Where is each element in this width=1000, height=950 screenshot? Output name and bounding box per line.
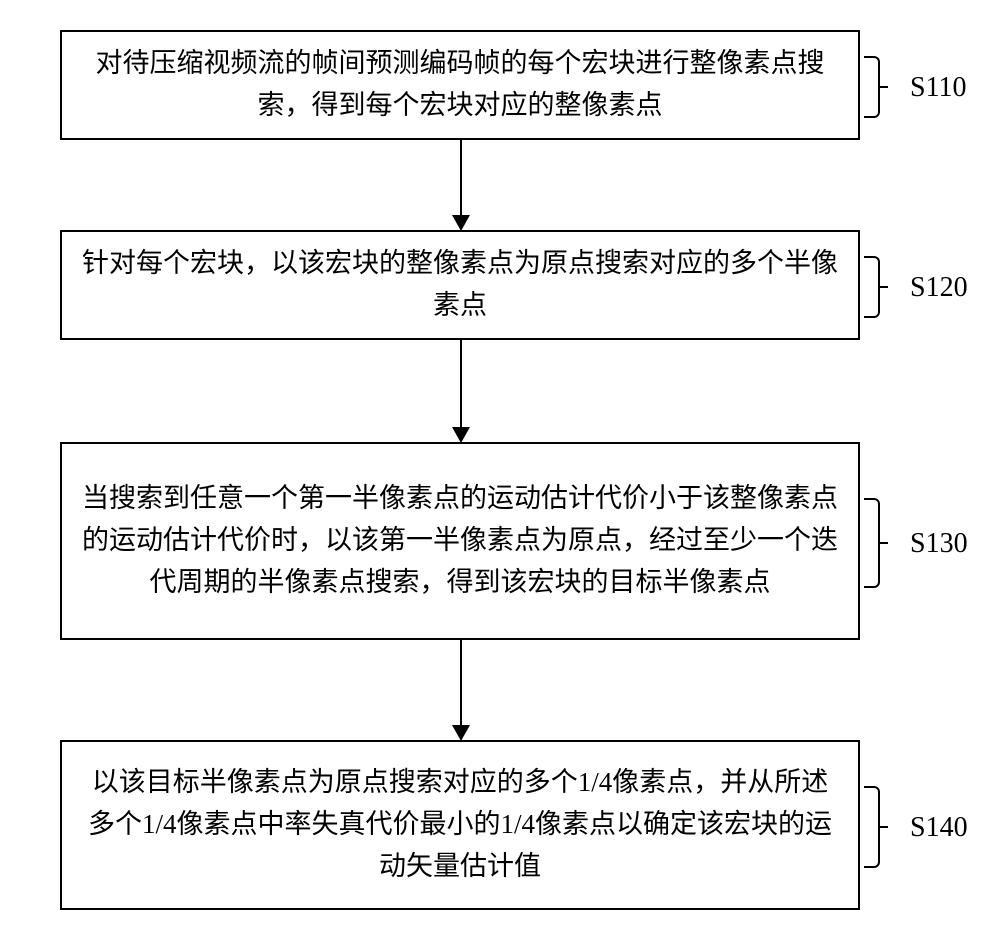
arrow-down-icon (452, 427, 470, 443)
flow-step-s120: 针对每个宏块，以该宏块的整像素点为原点搜索对应的多个半像素点 (60, 230, 860, 340)
flow-step-s130: 当搜索到任意一个第一半像素点的运动估计代价小于该整像素点的运动估计代价时，以该第… (60, 442, 860, 640)
flow-step-text: 当搜索到任意一个第一半像素点的运动估计代价小于该整像素点的运动估计代价时，以该第… (80, 478, 840, 604)
arrow-line (460, 140, 462, 216)
arrow-down-icon (452, 725, 470, 741)
step-label-s110: S110 (910, 72, 967, 104)
flow-step-text: 针对每个宏块，以该宏块的整像素点为原点搜索对应的多个半像素点 (80, 243, 840, 327)
step-label-s140: S140 (910, 812, 968, 844)
flow-step-s140: 以该目标半像素点为原点搜索对应的多个1/4像素点，并从所述多个1/4像素点中率失… (60, 740, 860, 910)
step-label-s120: S120 (910, 272, 968, 304)
arrow-line (460, 640, 462, 726)
flow-step-text: 对待压缩视频流的帧间预测编码帧的每个宏块进行整像素点搜索，得到每个宏块对应的整像… (80, 43, 840, 127)
flow-step-s110: 对待压缩视频流的帧间预测编码帧的每个宏块进行整像素点搜索，得到每个宏块对应的整像… (60, 30, 860, 140)
connector-s110-s120 (460, 140, 462, 230)
flow-step-text: 以该目标半像素点为原点搜索对应的多个1/4像素点，并从所述多个1/4像素点中率失… (80, 762, 840, 888)
step-label-brace (864, 498, 880, 588)
step-label-brace (864, 56, 880, 118)
step-label-s130: S130 (910, 528, 968, 560)
arrow-down-icon (452, 215, 470, 231)
connector-s120-s130 (460, 340, 462, 442)
step-label-brace (864, 256, 880, 318)
connector-s130-s140 (460, 640, 462, 740)
step-label-brace (864, 786, 880, 868)
arrow-line (460, 340, 462, 428)
flowchart-canvas: 对待压缩视频流的帧间预测编码帧的每个宏块进行整像素点搜索，得到每个宏块对应的整像… (0, 0, 1000, 950)
